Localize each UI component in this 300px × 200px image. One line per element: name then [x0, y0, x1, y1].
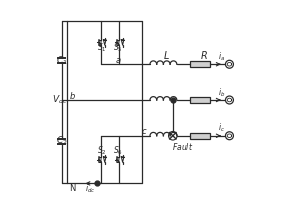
Text: $R$: $R$: [200, 49, 208, 61]
Text: c: c: [142, 127, 147, 136]
Text: $i_b$: $i_b$: [218, 86, 225, 99]
Text: $L$: $L$: [163, 49, 170, 61]
Text: $V_{dc}$: $V_{dc}$: [52, 94, 67, 106]
Text: $C_2$: $C_2$: [56, 134, 68, 147]
Text: $Fault$: $Fault$: [172, 141, 194, 152]
Text: $i_c$: $i_c$: [218, 122, 224, 134]
Bar: [190, 133, 210, 139]
Text: b: b: [70, 92, 75, 101]
Bar: [190, 97, 210, 103]
Text: $i_a$: $i_a$: [218, 50, 225, 63]
Bar: [190, 61, 210, 67]
Text: $C_1$: $C_1$: [56, 54, 68, 67]
Text: $i_{dc}$: $i_{dc}$: [85, 182, 96, 195]
Text: $S_1$: $S_1$: [97, 41, 107, 54]
Text: $S_6$: $S_6$: [113, 144, 123, 157]
Text: $S_2$: $S_2$: [97, 144, 107, 157]
Text: N: N: [70, 184, 76, 193]
Text: $S_5$: $S_5$: [113, 41, 123, 54]
Text: a: a: [115, 56, 120, 65]
